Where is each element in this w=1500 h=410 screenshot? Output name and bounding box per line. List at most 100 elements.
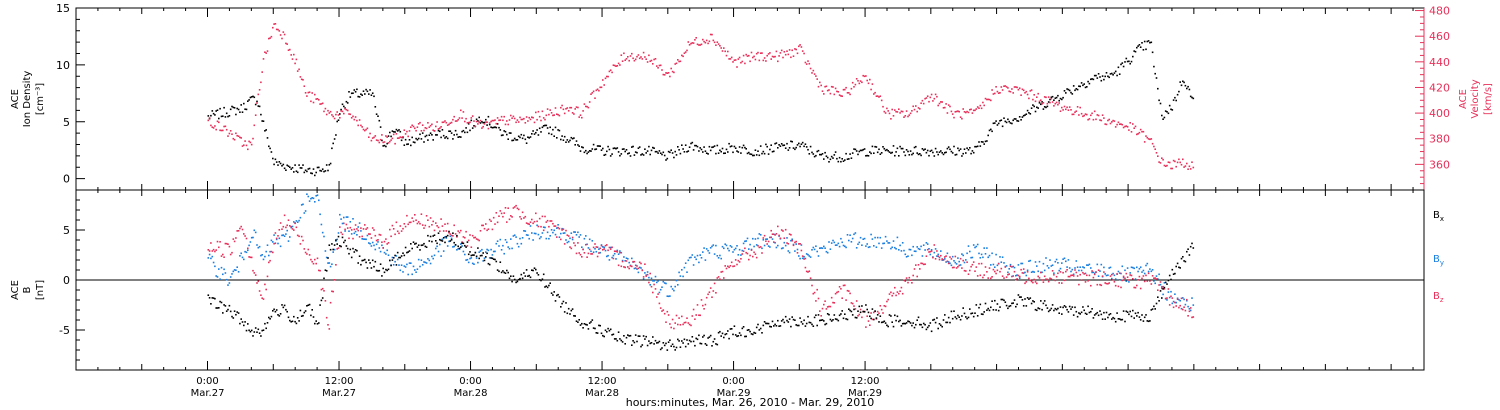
data-point — [449, 233, 452, 235]
data-point — [720, 150, 722, 153]
data-point — [389, 228, 391, 231]
data-point — [1107, 75, 1109, 78]
data-point — [865, 326, 867, 328]
data-point — [456, 234, 458, 237]
data-point — [1087, 118, 1089, 121]
data-point — [979, 303, 982, 306]
data-point — [742, 54, 745, 57]
data-point — [941, 258, 943, 260]
data-point — [1168, 296, 1171, 299]
data-point — [934, 147, 937, 150]
data-point — [1132, 266, 1134, 269]
data-point — [231, 251, 233, 254]
data-point — [821, 307, 824, 310]
data-point — [955, 263, 958, 265]
data-point — [999, 120, 1001, 122]
data-point — [506, 241, 508, 244]
data-point — [711, 245, 713, 248]
data-point — [732, 265, 734, 268]
data-point — [1013, 299, 1016, 301]
data-point — [677, 59, 679, 61]
data-point — [1093, 74, 1096, 77]
data-point — [1075, 88, 1078, 90]
data-point — [1191, 316, 1193, 319]
data-point — [332, 248, 334, 251]
data-point — [448, 240, 450, 243]
data-point — [249, 141, 252, 144]
data-point — [853, 148, 855, 150]
data-point — [773, 233, 775, 235]
data-point — [938, 151, 941, 153]
data-point — [1112, 74, 1114, 76]
data-point — [641, 269, 644, 272]
data-point — [1028, 277, 1030, 280]
velocity-tick-label: 460 — [1429, 30, 1450, 43]
density-axis-label-units: [cm⁻³] — [35, 83, 46, 115]
data-point — [502, 119, 504, 122]
data-point — [790, 140, 792, 143]
data-point — [670, 149, 672, 151]
data-point — [1126, 126, 1129, 128]
velocity-tick-label: 360 — [1429, 158, 1450, 171]
data-point — [478, 257, 480, 260]
data-point — [875, 317, 878, 319]
data-point — [798, 324, 800, 327]
data-point — [599, 247, 601, 250]
data-point — [1137, 270, 1139, 273]
data-point — [845, 318, 847, 320]
data-point — [495, 126, 498, 129]
data-point — [980, 253, 983, 256]
data-point — [753, 331, 755, 334]
data-point — [849, 93, 851, 96]
data-point — [675, 62, 678, 65]
data-point — [766, 54, 768, 57]
data-point — [978, 306, 980, 309]
data-point — [791, 140, 793, 143]
data-point — [277, 164, 279, 166]
data-point — [352, 218, 354, 220]
data-point — [683, 266, 686, 269]
data-point — [373, 136, 375, 139]
data-point — [1166, 297, 1168, 299]
data-point — [758, 329, 761, 331]
data-point — [528, 137, 530, 139]
data-point — [873, 245, 875, 247]
data-point — [558, 236, 561, 238]
data-point — [799, 145, 801, 148]
data-point — [481, 127, 483, 129]
data-point — [965, 259, 967, 261]
data-point — [807, 271, 809, 273]
data-point — [959, 257, 962, 260]
data-point — [324, 107, 327, 110]
data-point — [591, 240, 594, 242]
data-point — [339, 213, 341, 216]
data-point — [1147, 270, 1150, 273]
data-point — [318, 99, 320, 101]
data-point — [1184, 260, 1187, 263]
data-point — [938, 102, 941, 105]
data-point — [570, 136, 573, 139]
data-point — [407, 135, 409, 138]
data-point — [930, 330, 933, 333]
data-point — [786, 319, 788, 322]
data-point — [362, 128, 365, 131]
data-point — [698, 334, 700, 337]
data-point — [974, 145, 976, 148]
data-point — [224, 242, 227, 245]
data-point — [895, 319, 897, 322]
data-point — [1030, 280, 1033, 283]
data-point — [1011, 122, 1013, 125]
data-point — [1097, 314, 1100, 317]
data-point — [848, 92, 850, 94]
data-point — [770, 229, 772, 232]
data-point — [892, 240, 895, 242]
data-point — [1022, 89, 1025, 92]
data-point — [502, 134, 504, 136]
data-point — [961, 267, 963, 269]
data-point — [491, 119, 494, 122]
data-point — [1125, 272, 1128, 275]
x-tick-label-date: Mar.28 — [585, 388, 619, 399]
data-point — [1111, 318, 1113, 320]
data-point — [675, 154, 678, 156]
data-point — [930, 250, 933, 252]
